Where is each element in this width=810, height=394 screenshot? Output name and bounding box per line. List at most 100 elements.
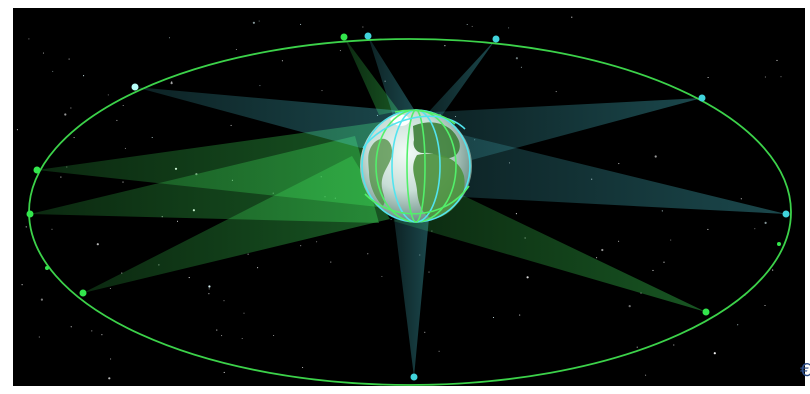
- star: [330, 261, 332, 263]
- star: [42, 52, 45, 54]
- star: [243, 312, 245, 314]
- star: [208, 288, 210, 290]
- star: [707, 228, 709, 230]
- star: [764, 304, 766, 307]
- grid-arc-3: [394, 109, 456, 125]
- star: [571, 16, 573, 18]
- star: [109, 287, 111, 290]
- star: [471, 25, 473, 27]
- star: [51, 228, 53, 230]
- star: [444, 45, 446, 47]
- star: [101, 334, 103, 336]
- satellite-marker: [131, 83, 139, 91]
- star: [661, 210, 663, 212]
- star: [526, 276, 529, 279]
- star: [555, 91, 557, 93]
- star: [170, 82, 173, 85]
- star: [316, 241, 318, 243]
- star: [367, 253, 369, 255]
- star: [38, 336, 40, 338]
- constellation-svg: [13, 8, 805, 386]
- corner-mark: €: [800, 361, 810, 381]
- orbital-grid: [361, 109, 471, 223]
- star: [707, 76, 709, 79]
- star: [362, 26, 364, 28]
- star: [515, 213, 517, 215]
- satellite-marker: [782, 210, 790, 218]
- star: [60, 176, 62, 178]
- star: [636, 346, 638, 348]
- satellite-marker: [410, 373, 418, 381]
- star: [247, 253, 249, 255]
- beam-left-lower: [83, 156, 390, 293]
- star: [223, 300, 225, 302]
- starfield: [16, 16, 782, 380]
- beam-right-cyan: [426, 126, 786, 214]
- star: [654, 155, 657, 158]
- star: [302, 366, 304, 369]
- star: [257, 267, 259, 269]
- star: [438, 350, 440, 352]
- satellite-marker: [45, 266, 49, 270]
- star: [96, 243, 99, 246]
- star: [466, 23, 468, 26]
- star: [764, 221, 767, 224]
- star: [107, 94, 109, 96]
- star: [221, 335, 223, 337]
- star: [390, 218, 392, 220]
- star: [68, 58, 70, 60]
- star: [64, 113, 67, 116]
- satellite-marker: [777, 242, 781, 246]
- beam-right-lower: [393, 193, 706, 312]
- star: [168, 37, 171, 39]
- star: [740, 198, 742, 200]
- star: [70, 326, 72, 328]
- coverage-beams: [30, 36, 786, 377]
- star: [618, 240, 620, 242]
- star: [230, 124, 232, 126]
- satellite-marker: [698, 94, 706, 102]
- star: [273, 334, 275, 337]
- satellite-marker: [702, 308, 710, 316]
- star: [300, 23, 302, 25]
- star: [428, 271, 430, 273]
- star: [424, 331, 426, 333]
- star: [652, 269, 654, 271]
- star: [91, 330, 93, 332]
- star: [663, 261, 665, 263]
- star: [73, 137, 75, 139]
- star: [776, 59, 778, 61]
- star: [216, 329, 218, 331]
- satellite-marker: [33, 166, 41, 174]
- grid-arc-1: [362, 115, 466, 149]
- star: [122, 104, 124, 107]
- star: [122, 181, 124, 183]
- grid-arc-2: [364, 185, 470, 215]
- star: [241, 337, 243, 340]
- star: [601, 248, 604, 252]
- satellite-marker: [79, 289, 87, 297]
- beam-top-cyan-right: [423, 39, 496, 121]
- star: [673, 344, 675, 346]
- star: [16, 129, 18, 131]
- star: [258, 20, 260, 22]
- star: [259, 85, 261, 87]
- star: [83, 75, 85, 77]
- star: [300, 245, 302, 247]
- land-americas: [368, 138, 393, 206]
- star: [52, 70, 54, 72]
- star: [764, 76, 766, 78]
- beam-upper-left-cyan: [135, 87, 414, 148]
- star: [772, 269, 774, 271]
- star: [628, 305, 631, 308]
- star: [171, 81, 173, 83]
- earth: [360, 109, 472, 223]
- star: [618, 163, 620, 165]
- star: [492, 316, 495, 319]
- star: [252, 21, 255, 24]
- star: [70, 107, 72, 109]
- star: [713, 352, 716, 355]
- beam-bottom-cyan: [393, 210, 429, 377]
- star: [515, 57, 518, 60]
